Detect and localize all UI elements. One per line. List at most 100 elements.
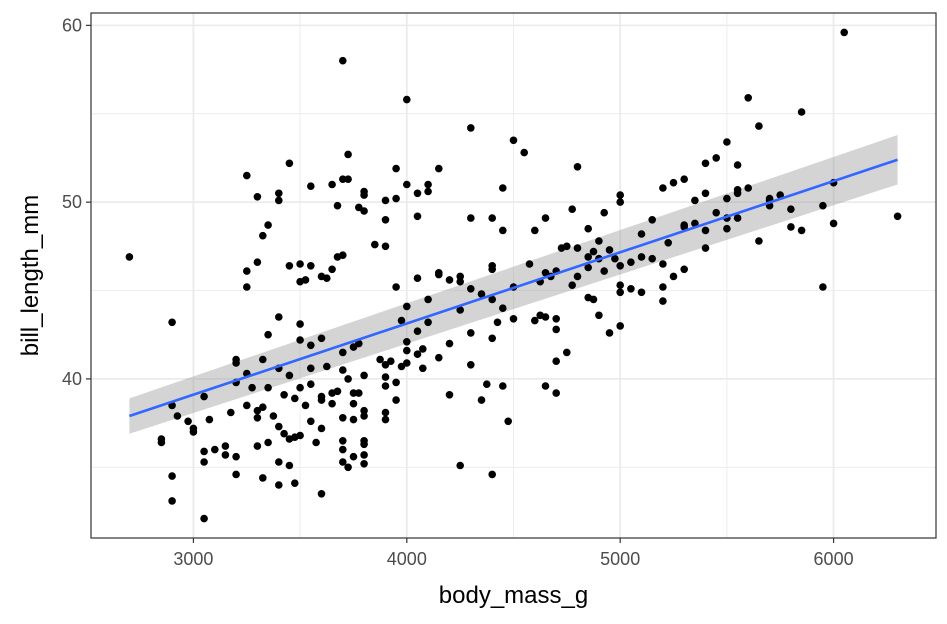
data-point (376, 355, 384, 364)
x-tick-label: 5000 (600, 549, 640, 569)
data-point (499, 226, 507, 235)
data-point (291, 479, 299, 488)
axis-ticks: 3000 4000 5000 6000 40 50 60 (62, 15, 854, 569)
data-point (269, 412, 278, 420)
data-point (360, 451, 368, 459)
data-point (205, 415, 214, 424)
data-point (184, 417, 192, 426)
data-point (317, 424, 326, 433)
data-point (541, 382, 550, 390)
data-point (733, 161, 742, 169)
data-point (381, 196, 390, 205)
data-point (413, 189, 422, 198)
data-point (493, 318, 502, 327)
data-point (541, 313, 550, 321)
data-point (285, 262, 294, 270)
data-point (339, 414, 347, 422)
data-point (381, 242, 390, 251)
data-point (509, 136, 518, 145)
data-point (275, 313, 283, 321)
data-point (797, 226, 806, 235)
data-point (275, 422, 283, 431)
data-point (435, 269, 443, 277)
data-point (307, 417, 315, 426)
data-point (339, 348, 347, 357)
data-point (344, 150, 352, 159)
data-point (701, 189, 710, 198)
data-point (435, 164, 443, 173)
data-point (259, 231, 267, 240)
data-point (488, 262, 497, 270)
data-point (691, 196, 699, 205)
data-point (243, 283, 251, 291)
data-point (616, 281, 624, 290)
data-point (595, 237, 603, 245)
data-point (467, 214, 475, 222)
data-point (371, 240, 379, 249)
data-point (509, 315, 518, 323)
data-point (627, 258, 635, 267)
data-point (488, 295, 497, 304)
data-point (301, 276, 310, 284)
data-point (589, 247, 598, 256)
data-point (584, 263, 592, 272)
data-point (552, 325, 560, 334)
data-point (243, 171, 251, 180)
data-point (355, 203, 363, 212)
data-point (552, 389, 560, 397)
data-point (317, 490, 326, 498)
data-point (616, 262, 624, 270)
data-point (605, 329, 614, 337)
data-point (616, 288, 624, 297)
data-point (787, 223, 795, 231)
data-point (701, 159, 710, 168)
data-point (232, 452, 240, 461)
data-point (232, 470, 240, 479)
data-point (435, 353, 443, 362)
data-point (349, 452, 358, 461)
data-point (648, 254, 656, 263)
data-point (829, 219, 838, 228)
data-point (381, 373, 390, 381)
data-point (616, 191, 624, 199)
data-point (253, 414, 262, 422)
data-point (445, 391, 454, 399)
data-point (445, 276, 454, 284)
data-point (243, 401, 251, 410)
data-point (264, 221, 272, 229)
data-point (616, 198, 624, 206)
data-point (723, 194, 731, 203)
data-point (339, 437, 347, 445)
data-point (659, 260, 667, 268)
data-point (360, 412, 368, 420)
data-point (381, 382, 390, 390)
data-point (520, 148, 528, 157)
data-point (541, 214, 550, 222)
data-point (232, 355, 240, 364)
data-point (552, 357, 560, 366)
data-point (456, 306, 465, 314)
plot-panel-border (90, 12, 937, 539)
data-point (573, 163, 582, 171)
data-point (659, 297, 667, 305)
data-point (573, 272, 582, 281)
data-point (467, 361, 475, 369)
y-tick-label: 60 (62, 15, 82, 35)
data-point (723, 138, 731, 146)
data-point (381, 216, 390, 224)
data-point (456, 461, 465, 470)
data-point (211, 445, 219, 454)
data-point (413, 350, 422, 359)
x-tick-label: 3000 (173, 549, 213, 569)
data-point (755, 122, 763, 130)
data-point (285, 159, 294, 168)
data-point (797, 108, 806, 116)
data-point (744, 94, 752, 102)
data-point (339, 445, 347, 454)
data-point (563, 348, 571, 357)
data-point (243, 267, 251, 275)
data-point (275, 481, 283, 489)
data-point (360, 440, 368, 449)
data-point (253, 442, 262, 450)
data-point (200, 392, 208, 401)
